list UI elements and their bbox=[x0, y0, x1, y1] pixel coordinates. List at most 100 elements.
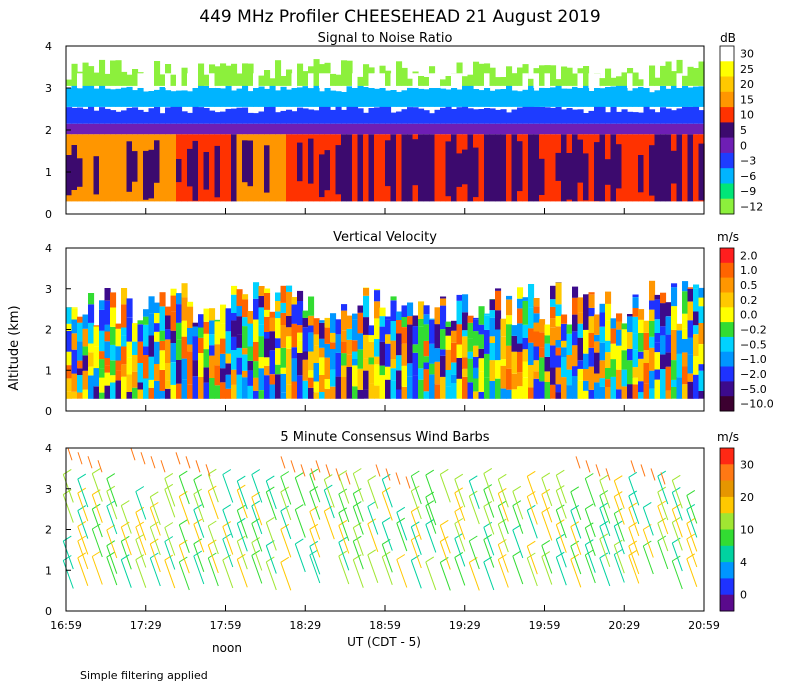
snr-cell bbox=[506, 66, 513, 86]
snr-cell bbox=[693, 134, 700, 202]
snr-cell bbox=[264, 106, 271, 124]
velocity-cell bbox=[462, 330, 469, 337]
wind-barb-flag bbox=[237, 504, 246, 511]
velocity-cell bbox=[346, 339, 353, 355]
colorbar-tick-label: −12 bbox=[740, 200, 763, 213]
velocity-cell bbox=[379, 326, 386, 342]
snr-cell bbox=[544, 123, 551, 135]
velocity-cell bbox=[467, 358, 474, 383]
velocity-cell bbox=[110, 307, 117, 327]
velocity-cell bbox=[539, 347, 546, 358]
velocity-cell bbox=[99, 392, 106, 399]
snr-cell bbox=[643, 86, 650, 107]
wind-barb bbox=[541, 556, 553, 585]
velocity-cell bbox=[236, 306, 243, 317]
colorbar-swatch bbox=[720, 198, 734, 215]
wind-barb-flag bbox=[672, 555, 681, 562]
velocity-cell bbox=[539, 332, 546, 348]
wind-barb-flag bbox=[512, 485, 522, 492]
velocity-cell bbox=[467, 338, 474, 352]
snr-cell bbox=[407, 123, 414, 135]
snr-cell bbox=[88, 105, 95, 124]
snr-cell bbox=[247, 123, 254, 135]
velocity-cell bbox=[500, 336, 507, 360]
snr-cell bbox=[258, 134, 265, 202]
snr-cell bbox=[665, 134, 672, 202]
velocity-cell bbox=[308, 387, 315, 399]
snr-cell bbox=[115, 123, 122, 135]
velocity-cell bbox=[440, 296, 447, 299]
snr-cell bbox=[610, 134, 617, 202]
wind-barb-flag bbox=[469, 535, 478, 542]
snr-cell bbox=[368, 134, 375, 202]
snr-cell bbox=[110, 60, 117, 86]
velocity-cell bbox=[110, 360, 117, 376]
velocity-cell bbox=[225, 331, 232, 354]
velocity-cell bbox=[258, 390, 265, 399]
velocity-cell bbox=[330, 313, 337, 333]
velocity-cell bbox=[236, 334, 243, 348]
velocity-cell bbox=[401, 365, 408, 387]
snr-cell bbox=[473, 123, 480, 135]
velocity-cell bbox=[583, 368, 590, 381]
velocity-cell bbox=[181, 358, 188, 380]
velocity-cell bbox=[533, 313, 540, 323]
velocity-cell bbox=[671, 386, 678, 399]
x-tick-label: 18:29 bbox=[289, 619, 321, 632]
wind-barb-flag bbox=[382, 473, 391, 480]
snr-cell bbox=[687, 87, 694, 107]
velocity-cell bbox=[649, 347, 656, 371]
wind-barb-flag bbox=[280, 556, 290, 563]
velocity-cell bbox=[423, 314, 430, 325]
snr-cell bbox=[599, 123, 606, 135]
velocity-cell bbox=[544, 335, 551, 344]
wind-barb-flag bbox=[483, 500, 493, 507]
velocity-cell bbox=[88, 322, 95, 344]
velocity-cell bbox=[176, 360, 183, 384]
velocity-cell bbox=[385, 366, 392, 380]
snr-cell bbox=[495, 145, 502, 184]
velocity-cell bbox=[440, 298, 447, 306]
velocity-cell bbox=[231, 294, 238, 313]
wind-barb bbox=[642, 507, 654, 536]
wind-barb bbox=[555, 524, 567, 553]
wind-barb bbox=[555, 490, 567, 519]
velocity-cell bbox=[698, 364, 705, 371]
colorbar-tick-label: −1.0 bbox=[740, 353, 767, 366]
velocity-cell bbox=[357, 333, 364, 350]
snr-cell bbox=[126, 141, 133, 192]
velocity-cell bbox=[396, 355, 403, 371]
wind-barb-flag bbox=[353, 522, 362, 529]
wind-barb bbox=[439, 474, 451, 503]
velocity-cell bbox=[77, 316, 84, 323]
snr-cell bbox=[198, 107, 205, 124]
snr-cell bbox=[280, 76, 287, 86]
colorbar-tick-label: 10 bbox=[740, 109, 754, 122]
wind-barb bbox=[628, 545, 640, 575]
velocity-cell bbox=[533, 378, 540, 399]
velocity-cell bbox=[341, 341, 348, 354]
wind-barb bbox=[613, 480, 625, 509]
velocity-cell bbox=[99, 330, 106, 352]
snr-cell bbox=[390, 123, 397, 135]
snr-cell bbox=[610, 77, 617, 86]
snr-cell bbox=[401, 109, 408, 124]
wind-barb-flag bbox=[193, 504, 203, 511]
snr-cell bbox=[495, 77, 502, 86]
velocity-cell bbox=[671, 306, 678, 330]
snr-cell bbox=[71, 85, 78, 107]
velocity-cell bbox=[583, 307, 590, 330]
wind-barb bbox=[91, 473, 103, 502]
wind-barb-flag bbox=[266, 475, 275, 482]
velocity-cell bbox=[577, 337, 584, 361]
velocity-cell bbox=[181, 379, 188, 399]
wind-barb bbox=[91, 508, 103, 538]
snr-cell bbox=[264, 123, 271, 135]
wind-barb bbox=[584, 508, 596, 538]
velocity-cell bbox=[533, 371, 540, 379]
wind-barb-flag bbox=[570, 486, 580, 493]
velocity-cell bbox=[247, 323, 254, 347]
snr-cell bbox=[159, 74, 166, 86]
wind-barb bbox=[541, 494, 553, 523]
velocity-cell bbox=[484, 313, 491, 316]
